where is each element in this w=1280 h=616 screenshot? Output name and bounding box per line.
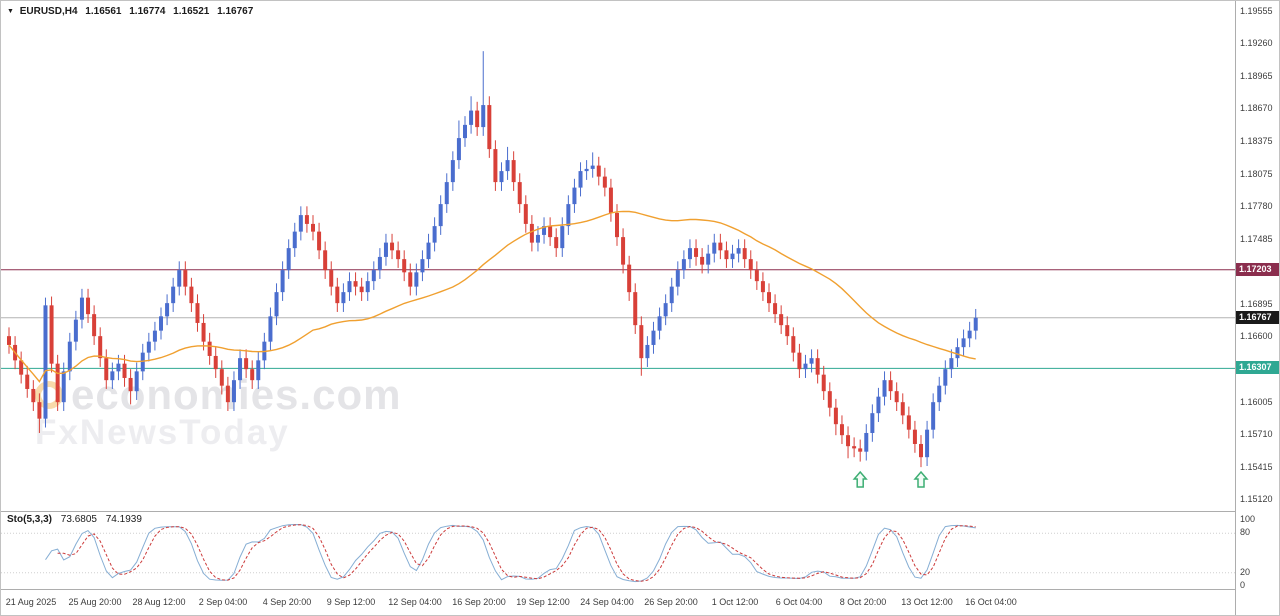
symbol-period-label: EURUSD,H4	[19, 6, 78, 17]
price-axis-label: 1.19260	[1240, 38, 1273, 49]
price-axis-label: 1.19555	[1240, 6, 1273, 16]
time-axis-label: 9 Sep 12:00	[326, 597, 376, 607]
time-axis-label: 4 Sep 20:00	[262, 597, 312, 607]
price-axis-label: 1.15710	[1240, 429, 1273, 440]
ohlc-close: 1.16767	[217, 6, 254, 17]
time-axis-label: 26 Sep 20:00	[644, 597, 698, 607]
time-axis-label: 12 Sep 04:00	[388, 597, 442, 607]
price-axis[interactable]: 1.19555 1.19260 1.18965 1.18670 1.18375 1.180…	[1235, 1, 1279, 615]
time-axis[interactable]: 21 Aug 2025 25 Aug 20:00 28 Aug 12:00 2 Sep…	[1, 589, 1235, 615]
price-axis-label: 1.18965	[1240, 70, 1273, 81]
time-axis-label: 2 Sep 04:00	[198, 597, 248, 607]
time-axis-label: 25 Aug 20:00	[68, 597, 122, 607]
dropdown-arrow-icon: ▼	[7, 8, 14, 15]
stochastic-name: Sto(5,3,3)	[7, 514, 53, 525]
price-axis-label: 1.18075	[1240, 168, 1273, 179]
stochastic-signal-value: 74.1939	[105, 514, 142, 525]
time-axis-label: 19 Sep 12:00	[516, 597, 570, 607]
price-axis-label: 1.16005	[1240, 396, 1273, 407]
watermark-economies: economies.com	[35, 371, 401, 419]
sto-axis-label: 20	[1240, 566, 1251, 577]
price-axis-label: 1.18375	[1240, 135, 1273, 146]
price-badge: 1.16307	[1236, 361, 1279, 375]
watermark-fxnewstoday-text: FxNewsToday	[35, 413, 290, 452]
ohlc-high: 1.16774	[129, 6, 166, 17]
buy-arrow-icon	[852, 470, 868, 488]
time-axis-label: 6 Oct 04:00	[775, 597, 823, 607]
price-axis-label: 1.16600	[1240, 331, 1273, 342]
time-axis-label: 24 Sep 04:00	[580, 597, 634, 607]
watermark-fxnewstoday: FxNewsToday	[35, 413, 290, 453]
stochastic-panel[interactable]	[1, 511, 1235, 589]
price-badge: 1.17203	[1236, 262, 1279, 276]
price-badge: 1.16767	[1236, 310, 1279, 324]
stochastic-chart[interactable]	[1, 512, 1235, 589]
time-axis-label: 28 Aug 12:00	[132, 597, 186, 607]
stochastic-label: Sto(5,3,3) 73.6805 74.1939	[7, 514, 142, 525]
stochastic-main-value: 73.6805	[60, 514, 97, 525]
time-axis-label: 21 Aug 2025	[5, 597, 57, 607]
sto-axis-label: 100	[1240, 514, 1256, 524]
sto-axis-label: 80	[1240, 527, 1251, 538]
time-axis-label: 8 Oct 20:00	[839, 597, 887, 607]
time-axis-label: 16 Sep 20:00	[452, 597, 506, 607]
price-axis-label: 1.17780	[1240, 201, 1273, 212]
time-axis-label: 13 Oct 12:00	[901, 597, 953, 607]
price-axis-label: 1.15120	[1240, 494, 1273, 504]
price-axis-label: 1.18670	[1240, 103, 1273, 114]
sto-axis-label: 0	[1240, 580, 1246, 590]
time-axis-label: 16 Oct 04:00	[965, 597, 1017, 607]
ohlc-open: 1.16561	[85, 6, 122, 17]
candlestick-chart[interactable]	[1, 1, 1235, 511]
economies-logo-icon	[35, 381, 63, 409]
ohlc-low: 1.16521	[173, 6, 210, 17]
price-axis-label: 1.17485	[1240, 233, 1273, 244]
price-chart-panel[interactable]: economies.com FxNewsToday	[1, 1, 1235, 511]
price-axis-label: 1.15415	[1240, 461, 1273, 472]
price-axis-label: 1.16895	[1240, 298, 1273, 309]
time-axis-label: 1 Oct 12:00	[711, 597, 759, 607]
buy-arrow-icon	[913, 470, 929, 488]
chart-title: ▼ EURUSD,H4 1.16561 1.16774 1.16521 1.16…	[7, 6, 253, 17]
